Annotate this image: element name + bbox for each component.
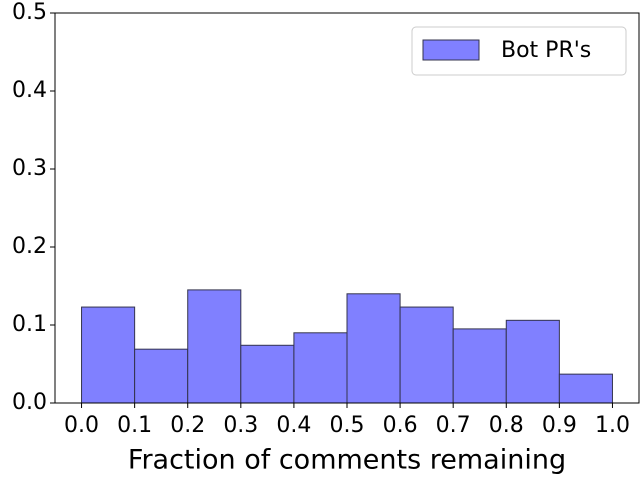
y-tick-label: 0.0 [12,390,47,415]
x-axis-label: Fraction of comments remaining [128,445,566,476]
y-tick-label: 0.5 [12,0,47,25]
bar [346,293,401,404]
x-tick-label: 1.0 [595,413,630,438]
x-tick-label: 0.7 [436,413,471,438]
bar [81,306,136,404]
bar [505,319,560,404]
bar [558,373,613,404]
bar [240,344,295,404]
bar [187,289,242,404]
x-tick-label: 0.4 [276,413,311,438]
x-tick-label: 0.2 [170,413,205,438]
bar [293,332,348,404]
x-tick-label: 0.6 [383,413,418,438]
y-tick-label: 0.4 [12,78,47,103]
x-tick-label: 0.9 [542,413,577,438]
y-tick-label: 0.3 [12,156,47,181]
bar [399,306,454,404]
y-tick-label: 0.1 [12,312,47,337]
x-tick-label: 0.5 [330,413,365,438]
legend-swatch [422,39,480,61]
legend-label: Bot PR's [501,38,591,63]
bar [452,328,507,404]
legend-box [411,26,627,76]
x-tick-label: 0.1 [117,413,152,438]
x-tick-label: 0.3 [223,413,258,438]
x-tick-label: 0.0 [64,413,99,438]
x-tick-label: 0.8 [489,413,524,438]
bar [134,348,189,404]
y-tick-label: 0.2 [12,234,47,259]
